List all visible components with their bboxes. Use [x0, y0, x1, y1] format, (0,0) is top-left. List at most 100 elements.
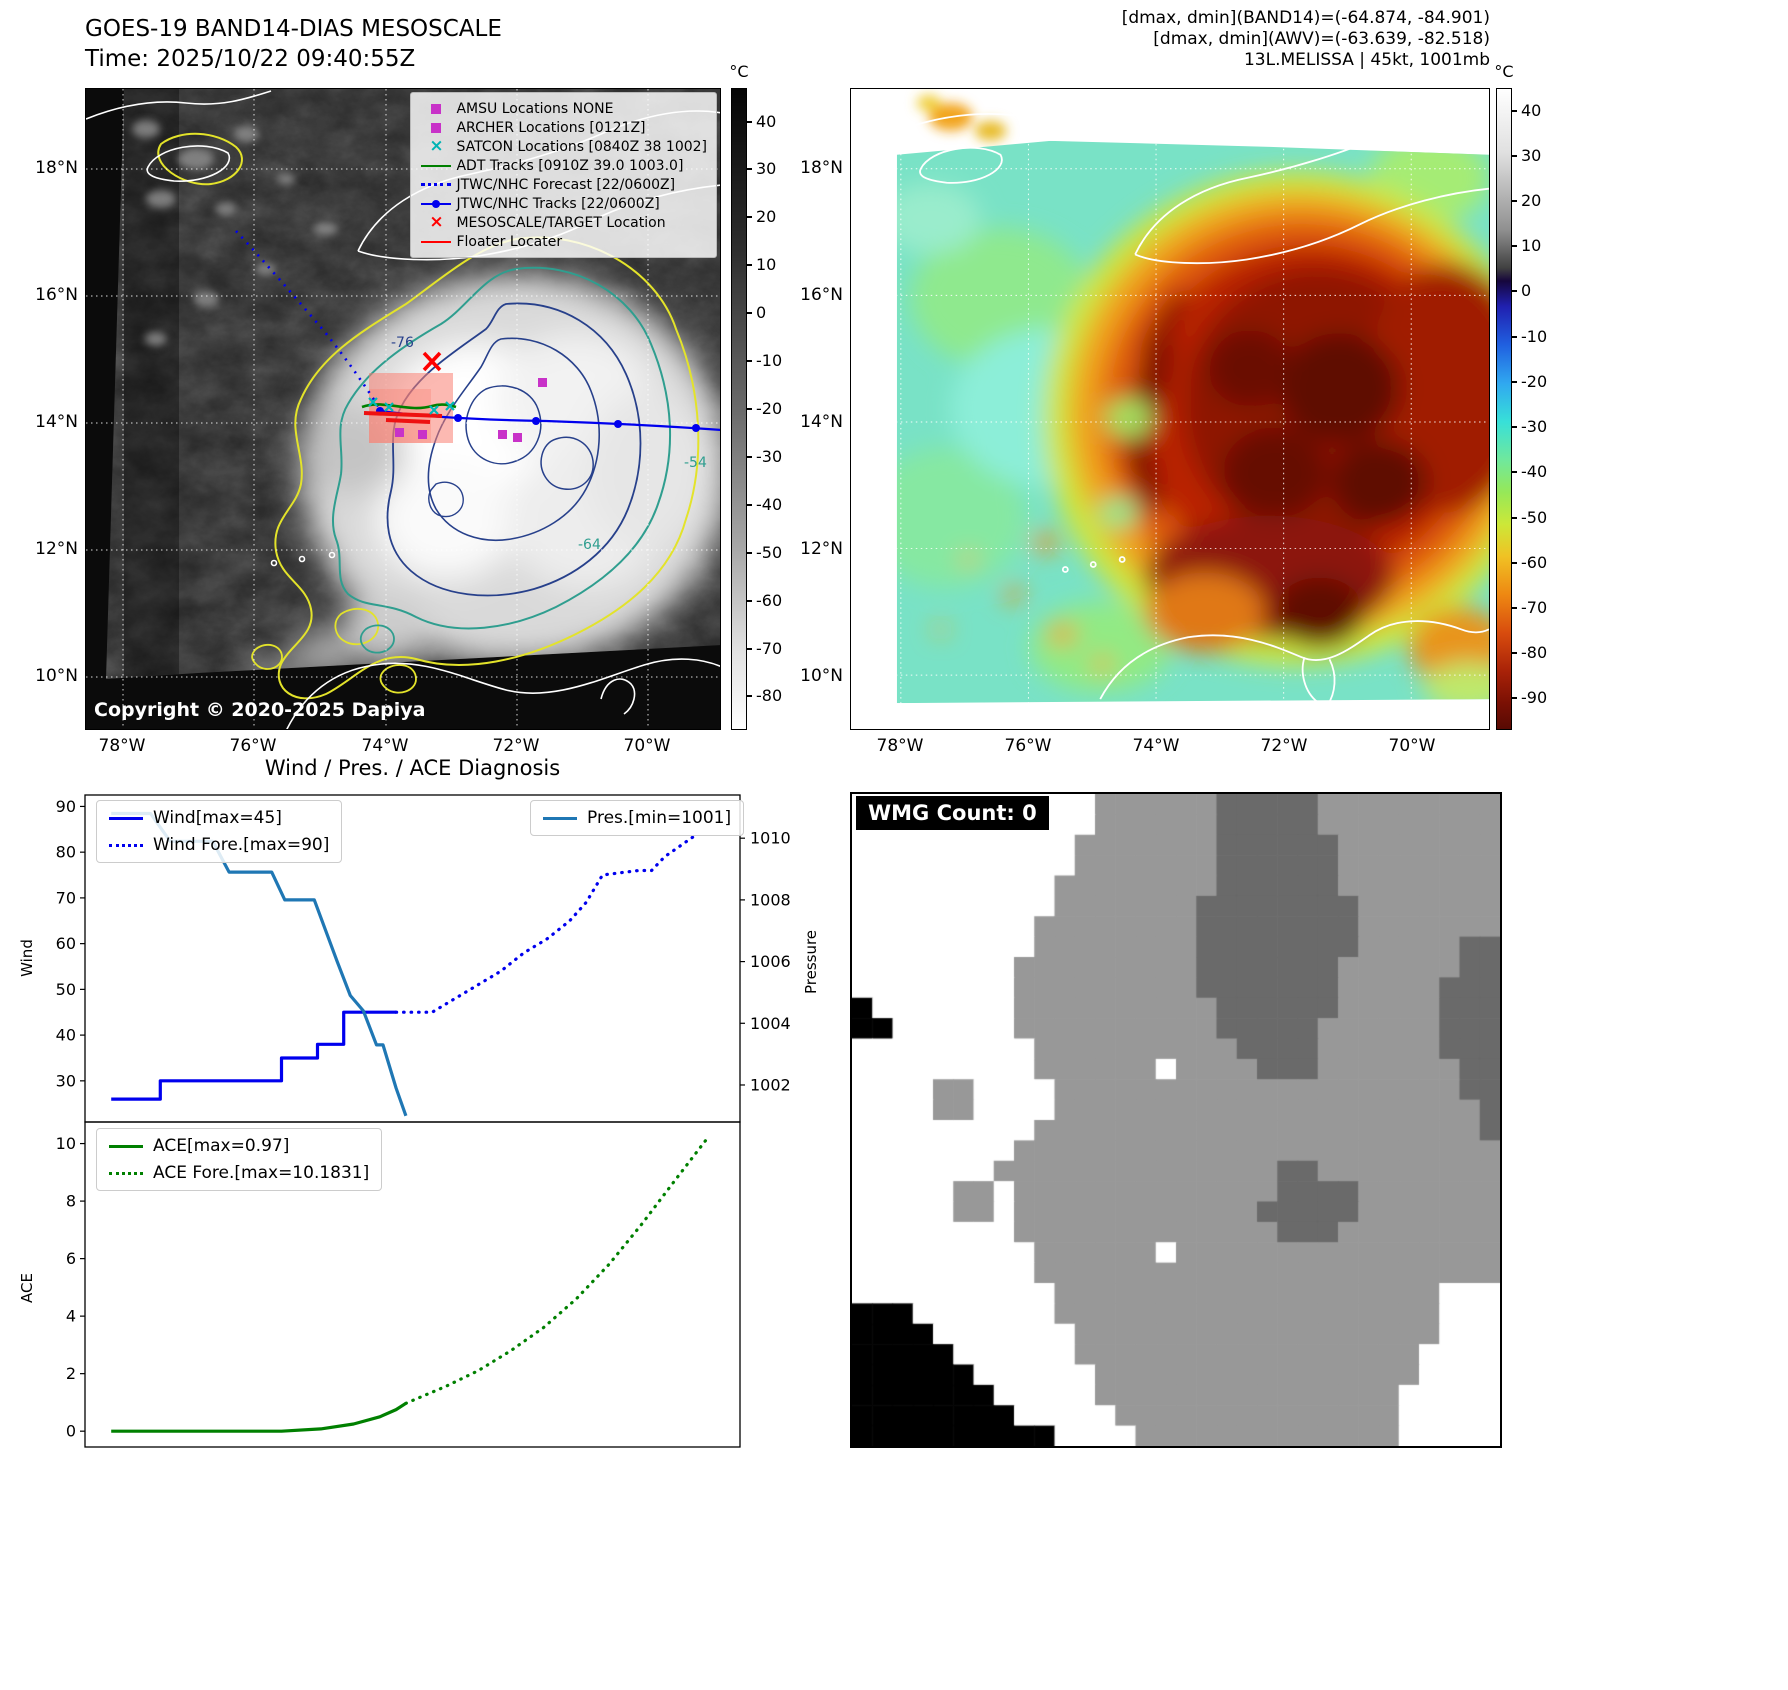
awv-colorbar-tick-label: 30: [1521, 145, 1542, 165]
band14-colorbar-tick-label: -70: [756, 638, 783, 658]
awv-lon-label: 74°W: [1132, 736, 1180, 756]
dotted-marker-sample: [420, 183, 452, 186]
awv-colorbar-tick-label: -60: [1521, 552, 1548, 572]
awv-lat-label: 12°N: [800, 539, 843, 559]
band14-colorbar-tick-label: 10: [756, 255, 777, 275]
wmg-pixel-map: [852, 794, 1500, 1446]
band14-lat-label: 18°N: [35, 158, 78, 178]
jtwc-track-points: [376, 407, 700, 432]
y2-tick-label: 1008: [750, 890, 791, 909]
awv-colorbar-tick: [1512, 200, 1517, 203]
archer-markers: [395, 378, 547, 442]
band14-colorbar-tick-label: 20: [756, 207, 777, 227]
legend-item: JTWC/NHC Forecast [22/0600Z]: [420, 175, 707, 194]
legend-label: Wind[max=45]: [153, 808, 282, 828]
band14-colorbar-tick: [747, 551, 752, 554]
y-tick-label: 40: [56, 1026, 76, 1045]
latlon-gridlines: [851, 89, 1489, 729]
legend-label: Pres.[min=1001]: [587, 808, 732, 828]
awv-colorbar-tick-label: 10: [1521, 236, 1542, 256]
band14-lat-label: 14°N: [35, 412, 78, 432]
pressure-axis-label: Pressure: [802, 929, 820, 995]
temperature-contours: [157, 132, 700, 700]
copyright-text: Copyright © 2020-2025 Dapiya: [94, 699, 426, 721]
legend-dotted-sample: [109, 1171, 143, 1175]
storm-name-intensity: 13L.MELISSA | 45kt, 1001mb: [1243, 50, 1490, 70]
map-legend: AMSU Locations NONE ARCHER Locations [012…: [410, 92, 717, 258]
contour-label: -64: [578, 537, 601, 553]
awv-colorbar-tick-label: -40: [1521, 462, 1548, 482]
series-line: [394, 832, 699, 1014]
band14-lat-label: 16°N: [35, 285, 78, 305]
legend-item: ADT Tracks [0910Z 39.0 1003.0]: [420, 156, 707, 175]
storm-tracks: [235, 230, 720, 443]
legend-label: JTWC/NHC Forecast [22/0600Z]: [456, 176, 676, 193]
awv-colorbar-tick-label: -90: [1521, 688, 1548, 708]
band14-colorbar-tick-label: 30: [756, 159, 777, 179]
band14-colorbar-tick: [747, 168, 752, 171]
awv-colorbar-tick-label: -10: [1521, 326, 1548, 346]
square-marker-sample: [420, 122, 452, 133]
legend-label: Floater Locater: [456, 233, 563, 250]
band14-colorbar-tick-label: 0: [756, 303, 767, 323]
awv-lon-label: 78°W: [876, 736, 924, 756]
band14-colorbar-unit: °C: [729, 62, 749, 81]
band14-colorbar-tick: [747, 455, 752, 458]
legend-item: Wind Fore.[max=90]: [109, 835, 329, 855]
line-marker-sample: [420, 164, 452, 167]
awv-colorbar: [1496, 88, 1512, 730]
awv-lat-label: 16°N: [800, 285, 843, 305]
awv-colorbar-tick: [1512, 652, 1517, 655]
awv-colorbar-tick: [1512, 290, 1517, 293]
ace-axis-label: ACE: [18, 1273, 36, 1303]
satcon-markers: [368, 397, 455, 415]
floater-track: [363, 411, 443, 424]
legend-label: JTWC/NHC Tracks [22/0600Z]: [456, 195, 660, 212]
band14-colorbar-tick: [747, 120, 752, 123]
y2-tick-label: 1010: [750, 829, 791, 848]
awv-lon-label: 76°W: [1004, 736, 1052, 756]
band14-colorbar-tick: [747, 408, 752, 410]
band14-colorbar-tick: [747, 360, 752, 363]
series-line: [111, 1401, 407, 1433]
band14-title: GOES-19 BAND14-DIAS MESOSCALE: [85, 16, 502, 42]
y-tick-label: 2: [66, 1364, 76, 1383]
y-tick-label: 6: [66, 1249, 76, 1268]
x-marker-sample: ×: [429, 136, 444, 156]
awv-colorbar-tick-label: 40: [1521, 100, 1542, 120]
band14-colorbar-tick-label: -60: [756, 590, 783, 610]
latlon-gridlines: [86, 89, 720, 729]
awv-colorbar-tick-label: 0: [1521, 281, 1532, 301]
coastlines: [896, 102, 1489, 706]
legend-item: AMSU Locations NONE: [420, 99, 707, 118]
band14-lat-label: 10°N: [35, 666, 78, 686]
square-marker-sample: [420, 103, 452, 114]
band14-colorbar-tick-label: -40: [756, 494, 783, 514]
contour-label: -76: [391, 335, 414, 351]
band14-lon-label: 70°W: [623, 736, 671, 756]
awv-colorbar-tick: [1512, 471, 1517, 474]
awv-colorbar-tick: [1512, 335, 1517, 338]
awv-field: [896, 140, 1489, 704]
legend-label: SATCON Locations [0840Z 38 1002]: [456, 138, 707, 155]
series-line: [111, 1010, 397, 1101]
awv-colorbar-tick-label: -20: [1521, 371, 1548, 391]
y-tick-label: 70: [56, 888, 76, 907]
awv-map: [850, 88, 1490, 730]
awv-colorbar-tick: [1512, 606, 1517, 609]
diagnosis-title: Wind / Pres. / ACE Diagnosis: [264, 756, 561, 780]
legend-label: Wind Fore.[max=90]: [153, 835, 330, 855]
legend-label: MESOSCALE/TARGET Location: [456, 214, 666, 231]
band14-colorbar-tick-label: -20: [756, 399, 783, 418]
wmg-map-panel: [850, 792, 1502, 1448]
band14-colorbar-tick: [747, 264, 752, 267]
jtwc-forecast-track: [235, 230, 382, 410]
legend-item: ARCHER Locations [0121Z]: [420, 118, 707, 137]
legend-label: AMSU Locations NONE: [456, 100, 614, 117]
legend-item: Wind[max=45]: [109, 808, 329, 828]
y-tick-label: 0: [66, 1422, 76, 1441]
x-marker-sample: ×: [429, 212, 444, 232]
band14-colorbar-tick: [747, 503, 752, 506]
y-tick-label: 10: [56, 1134, 76, 1153]
